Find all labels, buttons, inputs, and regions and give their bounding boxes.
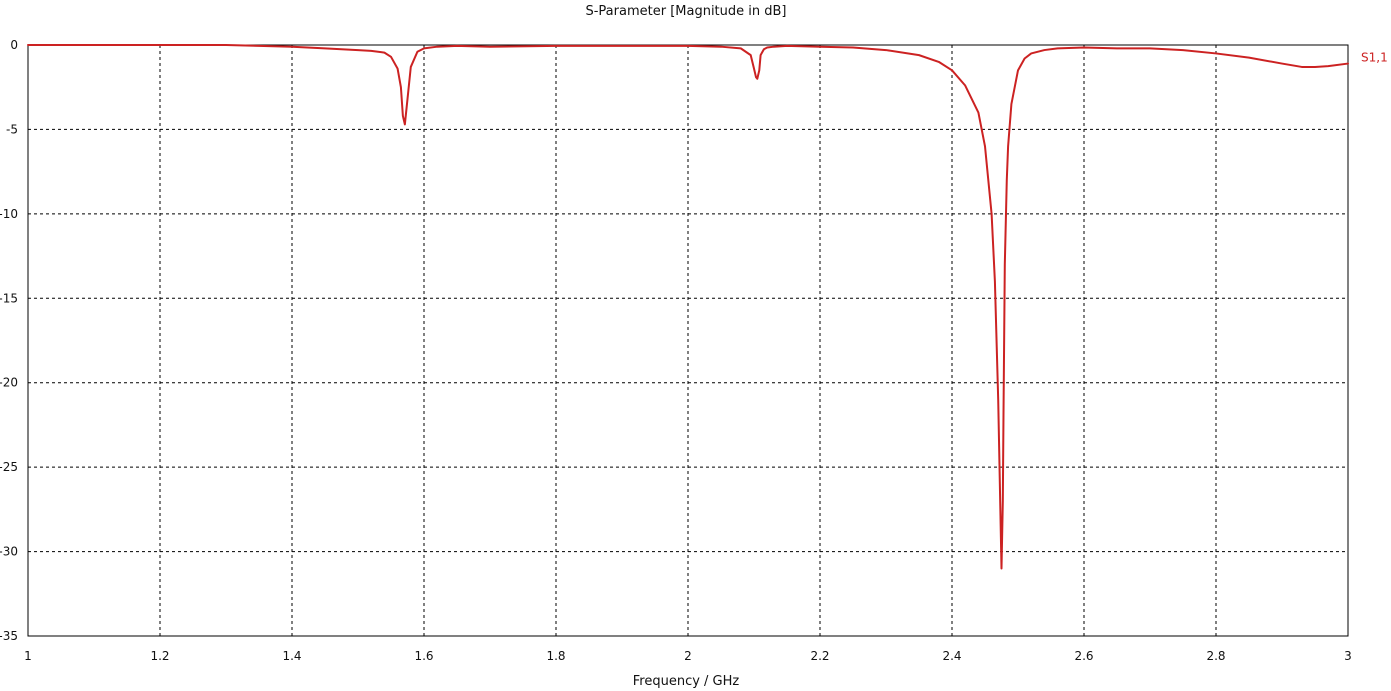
series-label: S1,1 [1361,51,1388,65]
y-tick-label: -20 [0,376,18,390]
y-tick-label: 0 [10,38,18,52]
y-tick-label: -35 [0,629,18,643]
series-layer: S1,1 [27,44,1388,570]
x-tick-label: 1.6 [414,649,433,663]
y-tick-label: -25 [0,460,18,474]
x-tick-label: 2.2 [810,649,829,663]
x-tick-label: 1.8 [546,649,565,663]
x-axis-label: Frequency / GHz [633,674,740,689]
y-tick-label: -10 [0,207,18,221]
x-tick-label: 1.4 [282,649,301,663]
x-tick-label: 1.2 [150,649,169,663]
grid-lines [28,45,1348,636]
series-line-s11 [27,44,1349,570]
y-tick-label: -30 [0,545,18,559]
x-tick-label: 3 [1344,649,1352,663]
x-tick-label: 2.8 [1206,649,1225,663]
y-tick-label: -15 [0,291,18,305]
x-tick-label: 1 [24,649,32,663]
y-tick-label: -5 [6,122,18,136]
x-tick-label: 2.4 [942,649,961,663]
x-tick-label: 2.6 [1074,649,1093,663]
axis-ticks: 1 1.2 1.4 1.6 1.8 2 2.2 2.4 2.6 2.8 3 0 -5 -10 -15 -20 -… [0,38,1352,663]
chart-title: S-Parameter [Magnitude in dB] [585,4,786,19]
x-tick-label: 2 [684,649,692,663]
